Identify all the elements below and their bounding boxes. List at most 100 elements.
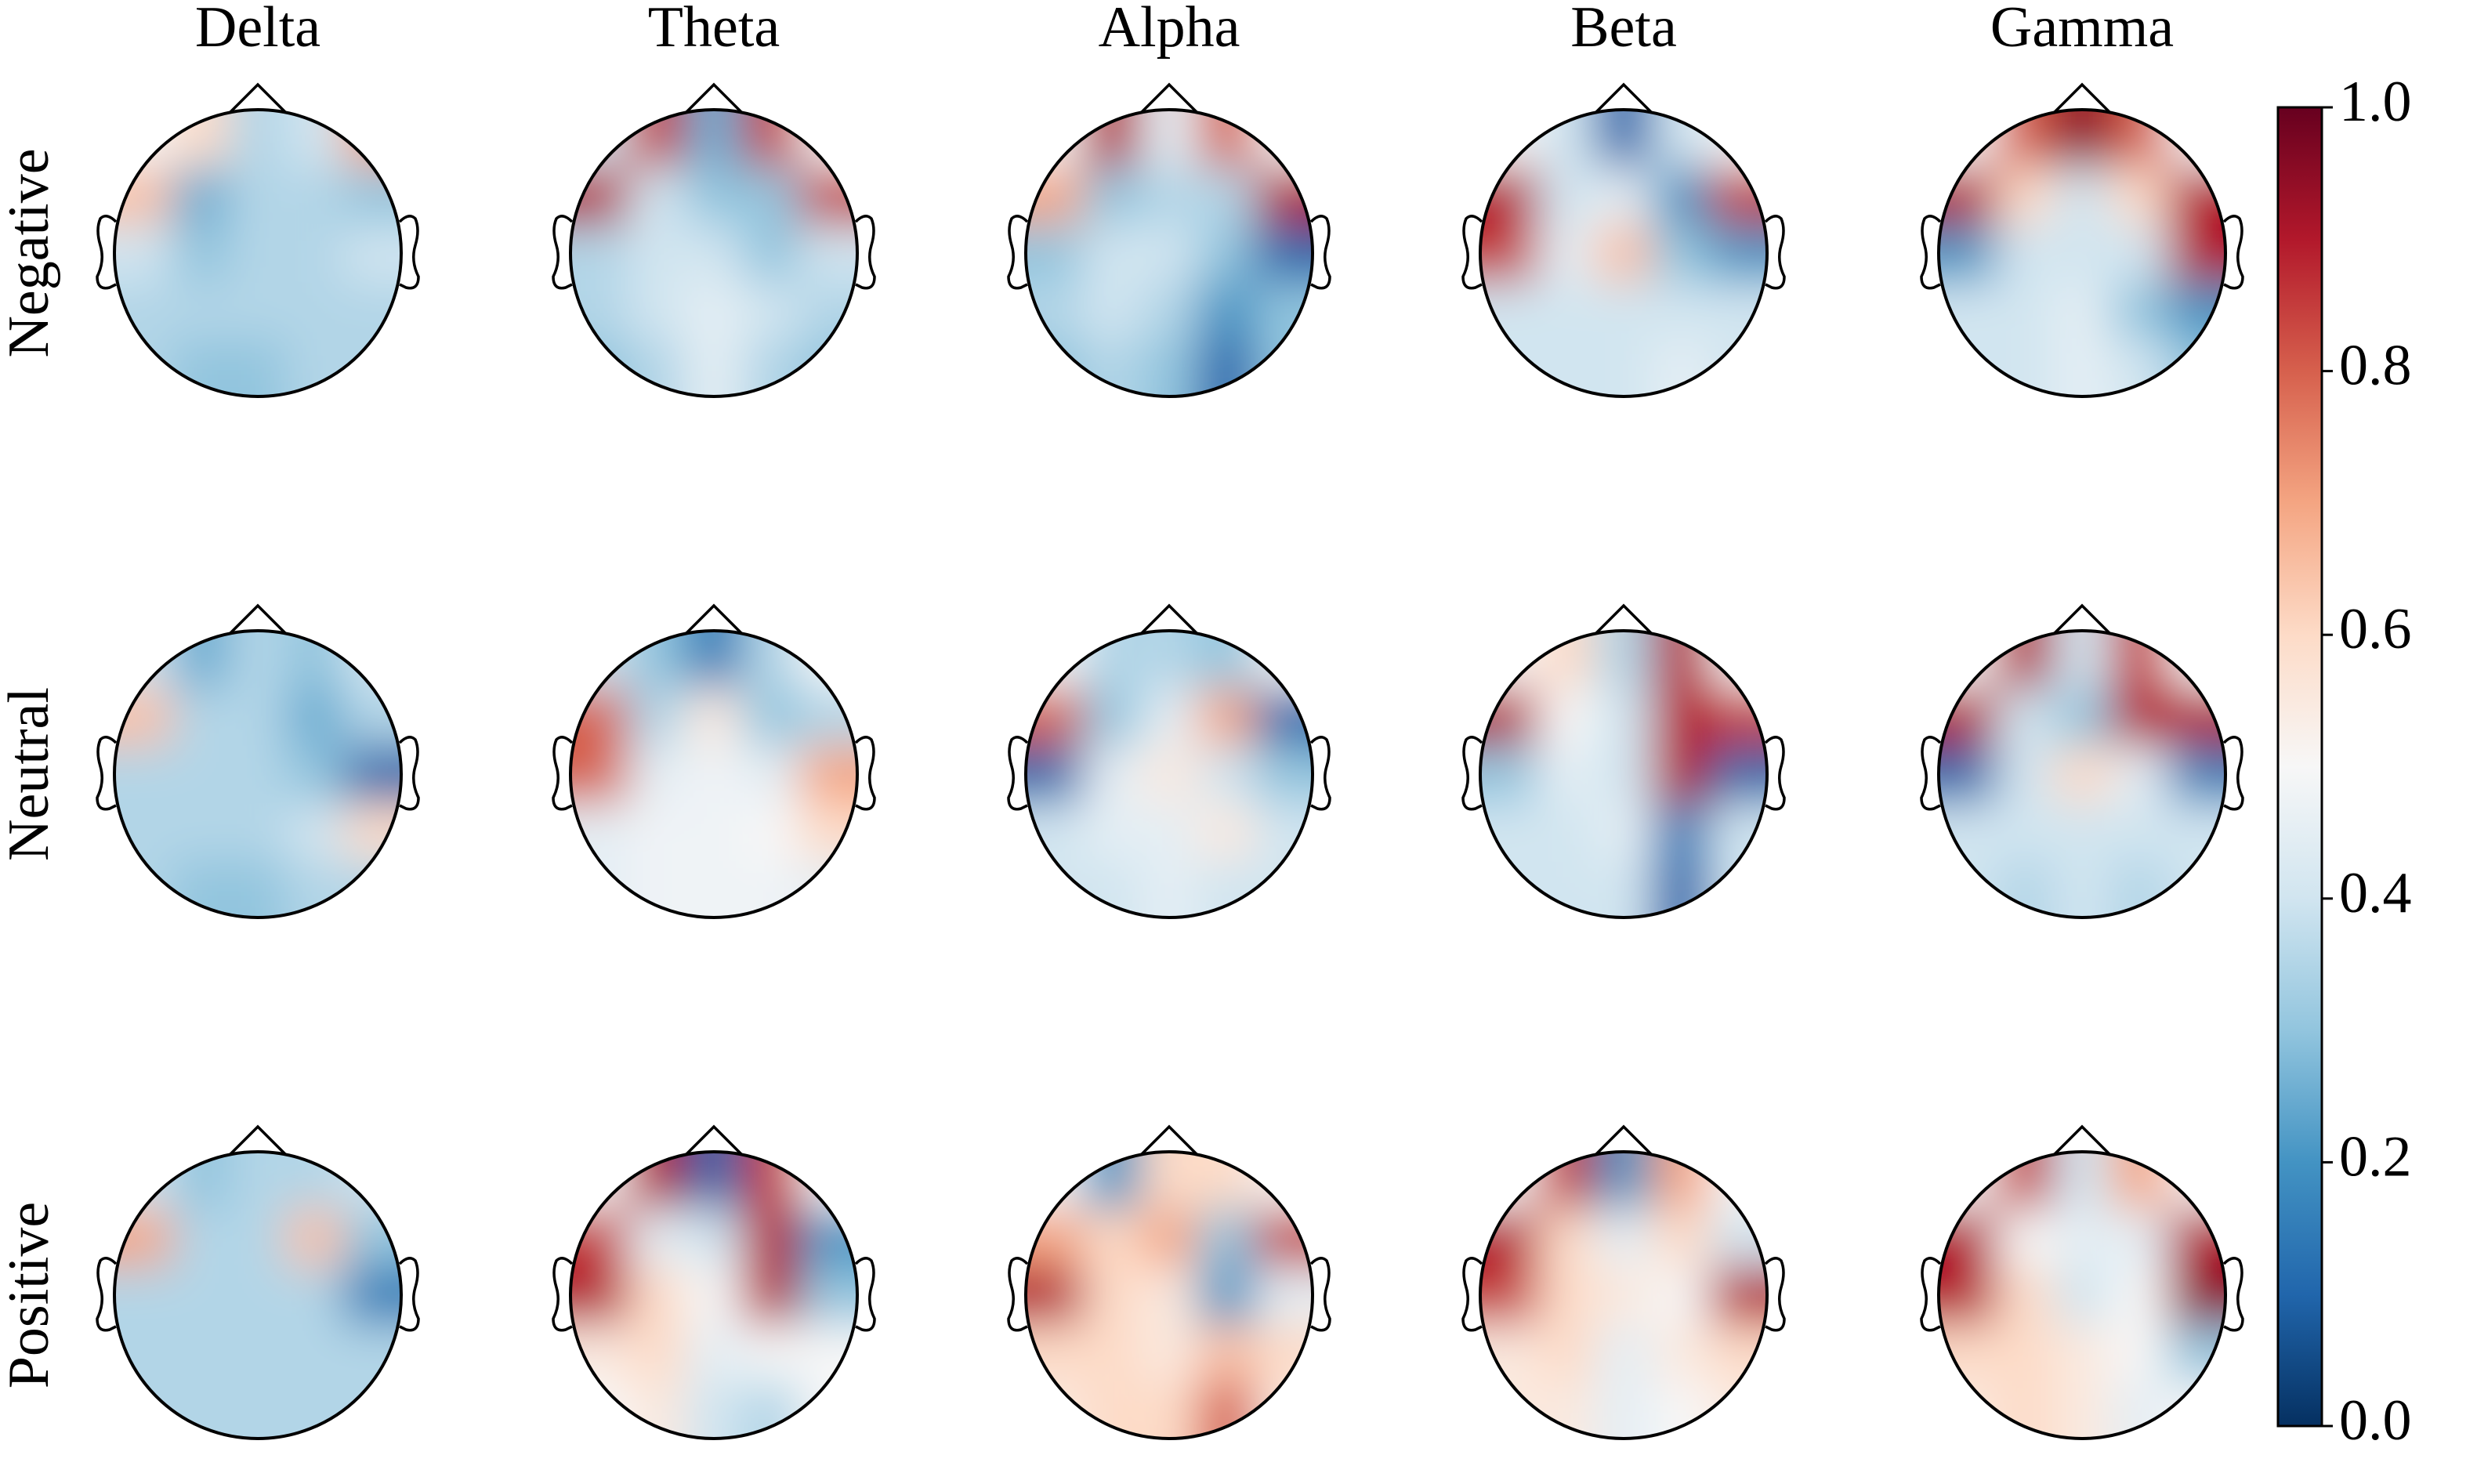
topomap-cell <box>1652 1209 1711 1268</box>
topomap-cell <box>799 110 857 168</box>
topomap-cell <box>229 631 288 690</box>
topomap-cell <box>229 745 288 804</box>
head-outline <box>1479 108 1769 398</box>
topomap-cell <box>1480 224 1539 283</box>
ear <box>1309 1257 1331 1332</box>
topomap-cell <box>1537 802 1596 861</box>
topomap-cell <box>1652 167 1711 226</box>
topomap-cell <box>742 860 801 918</box>
topomap-cell <box>1996 1323 2055 1382</box>
topomap-cell <box>1652 1266 1711 1325</box>
topomap-cell <box>1197 1152 1256 1211</box>
topomap-cell <box>1595 281 1653 340</box>
head-outline <box>1479 629 1769 919</box>
topomap-field <box>1939 631 2225 918</box>
topomap-cell <box>1255 1381 1313 1439</box>
topomap-cell <box>799 1323 857 1382</box>
colorbar-tick-label: 0.4 <box>2339 861 2412 925</box>
colorbar-tick-label: 0.6 <box>2339 597 2412 661</box>
topomap <box>1939 110 2225 396</box>
topomap-cell <box>1595 338 1653 396</box>
topomap <box>1026 110 1313 396</box>
ear <box>2222 736 2244 811</box>
nose <box>1594 82 1653 114</box>
topomap-cell <box>685 338 744 396</box>
topomap-cell <box>1026 224 1085 283</box>
topomap <box>570 1152 857 1439</box>
topomap-cell <box>286 224 345 283</box>
topomap-cell <box>1595 745 1653 804</box>
topomap-cell <box>799 281 857 340</box>
topomap-cell <box>1140 167 1199 226</box>
topomap-cell <box>1996 281 2055 340</box>
topomap-cell <box>1595 1381 1653 1439</box>
column-title: Beta <box>1570 0 1677 60</box>
topomap-cell <box>1480 281 1539 340</box>
topomap-cell <box>685 688 744 747</box>
topomap-cell <box>570 1381 629 1439</box>
topomap-cell <box>685 802 744 861</box>
topomap-cell <box>1140 224 1199 283</box>
topomap-cell <box>1140 860 1199 918</box>
topomap-cell <box>570 745 629 804</box>
topomap-cell <box>286 802 345 861</box>
topomap-cell <box>1537 1266 1596 1325</box>
topomap-cell <box>1026 745 1085 804</box>
topomap-cell <box>1709 802 1767 861</box>
topomap-cell <box>685 281 744 340</box>
topomap-cell <box>742 1323 801 1382</box>
topomap-cell <box>1996 860 2055 918</box>
topomap-cell <box>1595 167 1653 226</box>
topomap-cell <box>343 1266 401 1325</box>
topomap-cell <box>685 1152 744 1211</box>
topomap-field <box>1480 631 1767 918</box>
nose <box>228 603 288 635</box>
topomap-cell <box>570 224 629 283</box>
nose <box>1139 82 1199 114</box>
topomap-cell <box>628 860 686 918</box>
topomap-cell <box>1197 1266 1256 1325</box>
column-title: Theta <box>648 0 780 60</box>
topomap-cell <box>799 631 857 690</box>
topomap-cell <box>570 338 629 396</box>
topomap-cell <box>1709 224 1767 283</box>
topomap-cell <box>1537 1152 1596 1211</box>
topomap-cell <box>1480 860 1539 918</box>
topomap-field <box>1939 1152 2225 1439</box>
topomap-cell <box>229 1209 288 1268</box>
topomap-cell <box>1652 1323 1711 1382</box>
topomap-cell <box>1652 802 1711 861</box>
topomap-cell <box>114 860 173 918</box>
topomap-cell <box>1197 224 1256 283</box>
topomap-cell <box>1083 1323 1142 1382</box>
topomap-cell <box>2053 1323 2112 1382</box>
head-outline <box>113 1150 403 1440</box>
topomap-cell <box>1140 1152 1199 1211</box>
topomap-cell <box>1255 1323 1313 1382</box>
nose <box>228 82 288 114</box>
topomap-cell <box>628 631 686 690</box>
topomap-cell <box>1709 281 1767 340</box>
topomap-cell <box>1709 860 1767 918</box>
nose <box>684 603 744 635</box>
topomap-cell <box>1939 281 1997 340</box>
head-outline <box>1024 108 1314 398</box>
topomap-cell <box>1026 1323 1085 1382</box>
topomap-cell <box>1197 1209 1256 1268</box>
topomap-cell <box>286 167 345 226</box>
colorbar <box>2276 106 2323 1428</box>
topomap-cell <box>1255 631 1313 690</box>
topomap-cell <box>685 1323 744 1382</box>
topomap-cell <box>1026 1266 1085 1325</box>
topomap-cell <box>1197 631 1256 690</box>
nose <box>1594 603 1653 635</box>
head-outline <box>1937 629 2227 919</box>
topomap-cell <box>799 860 857 918</box>
topomap-cell <box>1255 802 1313 861</box>
topomap-cell <box>286 1209 345 1268</box>
topomap-cell <box>1140 281 1199 340</box>
topomap-cell <box>114 224 173 283</box>
topomap-cell <box>2167 224 2225 283</box>
topomap-cell <box>1709 745 1767 804</box>
nose <box>2052 603 2112 635</box>
